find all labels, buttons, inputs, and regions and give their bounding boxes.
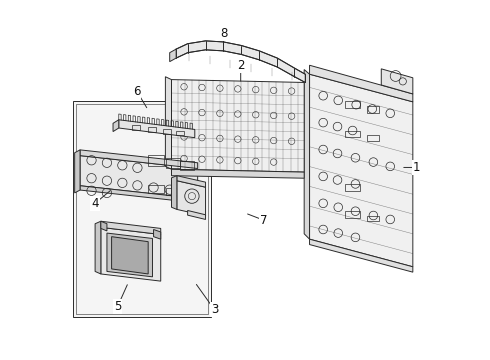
Text: 5: 5 (114, 300, 122, 313)
Bar (148, 185, 164, 193)
Bar (367, 135, 379, 140)
Polygon shape (177, 181, 205, 216)
Polygon shape (80, 156, 197, 199)
Polygon shape (113, 120, 119, 132)
Bar (345, 101, 360, 108)
Polygon shape (95, 221, 101, 274)
Polygon shape (172, 169, 304, 178)
Text: 1: 1 (413, 161, 420, 174)
Polygon shape (310, 74, 413, 267)
Polygon shape (74, 150, 80, 193)
Polygon shape (101, 227, 161, 281)
Polygon shape (153, 229, 161, 239)
Polygon shape (107, 233, 152, 277)
Bar (166, 188, 180, 195)
Polygon shape (101, 221, 161, 234)
Polygon shape (304, 69, 310, 239)
Polygon shape (101, 221, 107, 231)
Bar (367, 216, 379, 221)
Polygon shape (80, 150, 197, 168)
Polygon shape (177, 176, 205, 187)
Polygon shape (172, 80, 304, 172)
Polygon shape (170, 49, 176, 62)
Polygon shape (112, 237, 148, 274)
Bar (367, 106, 379, 113)
Bar (345, 184, 360, 191)
Text: 6: 6 (133, 85, 141, 98)
Bar (345, 211, 360, 218)
Polygon shape (172, 176, 177, 210)
Text: 7: 7 (260, 214, 268, 227)
Polygon shape (188, 211, 205, 220)
Polygon shape (381, 69, 413, 94)
Bar (163, 129, 171, 134)
Bar (132, 125, 140, 130)
Polygon shape (119, 120, 195, 138)
Polygon shape (310, 239, 413, 272)
Bar (180, 161, 194, 170)
Bar (345, 131, 360, 137)
Text: 2: 2 (237, 59, 245, 72)
Bar (176, 131, 184, 135)
Text: 4: 4 (91, 197, 99, 210)
Polygon shape (176, 41, 305, 82)
Bar (148, 155, 164, 166)
Polygon shape (73, 101, 211, 317)
Text: 3: 3 (211, 303, 218, 316)
Polygon shape (80, 186, 197, 203)
Text: 8: 8 (220, 27, 227, 40)
Bar (166, 158, 180, 168)
Polygon shape (166, 77, 171, 169)
Polygon shape (310, 65, 413, 102)
Bar (147, 127, 155, 132)
